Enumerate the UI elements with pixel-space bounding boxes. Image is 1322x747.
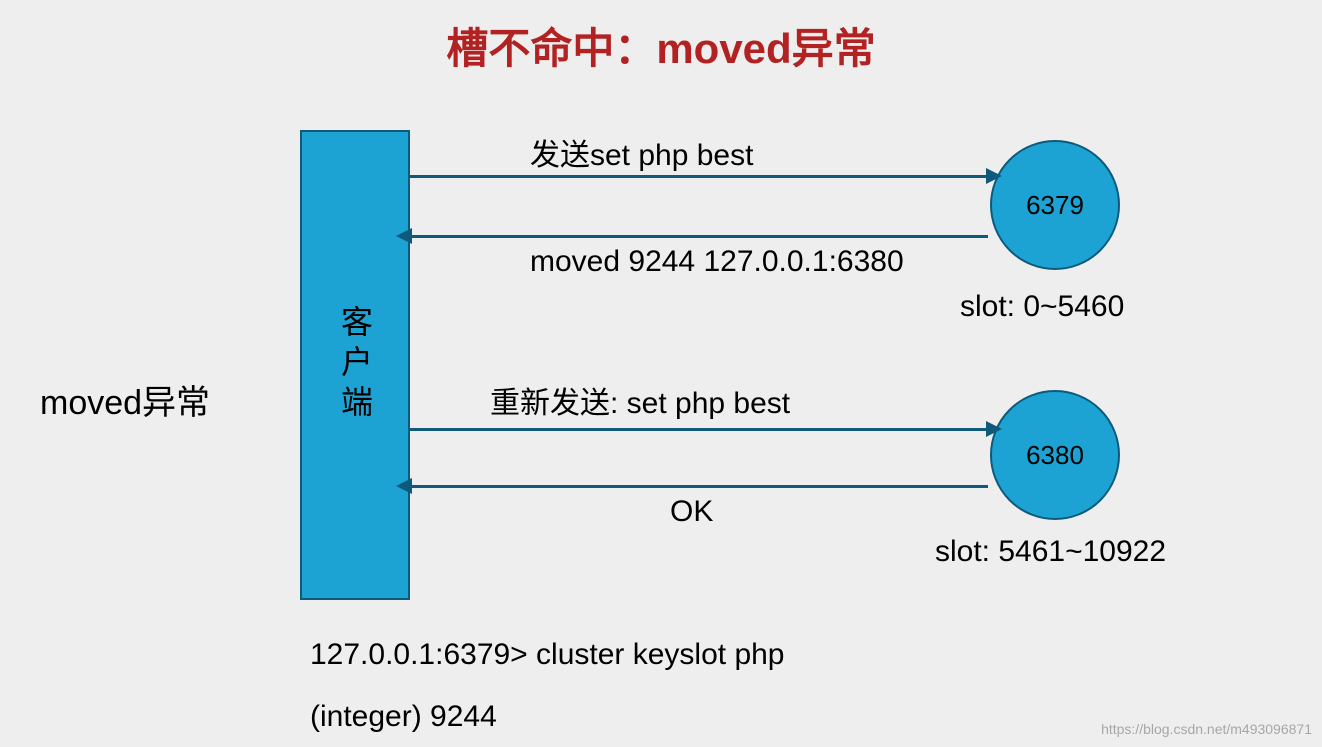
footer-line-2: (integer) 9244 [310, 700, 497, 734]
arrow-line-1 [410, 235, 988, 238]
arrow-left-icon [396, 478, 412, 494]
side-label: moved异常 [40, 375, 210, 424]
title-text: 槽不命中：moved异常 [446, 25, 875, 72]
slot-label-6380: slot: 5461~10922 [935, 535, 1166, 569]
watermark-text: https://blog.csdn.net/m493096871 [1101, 721, 1312, 737]
arrow-line-0 [410, 175, 988, 178]
arrow-label-0: 发送set php best [530, 130, 753, 174]
arrow-line-3 [410, 485, 988, 488]
watermark: https://blog.csdn.net/m493096871 [1101, 721, 1312, 737]
client-box: 客户端 [300, 130, 410, 600]
arrow-left-icon [396, 228, 412, 244]
slot-label-6379: slot: 0~5460 [960, 290, 1124, 324]
node-circle-6380: 6380 [990, 390, 1120, 520]
diagram-title: 槽不命中：moved异常 [446, 15, 875, 76]
arrow-right-icon [986, 421, 1002, 437]
footer-line-2-text: (integer) 9244 [310, 700, 497, 733]
footer-line-1-text: 127.0.0.1:6379> cluster keyslot php [310, 638, 785, 671]
client-label: 客户端 [332, 305, 378, 425]
arrow-label-3: OK [670, 495, 713, 529]
arrow-right-icon [986, 168, 1002, 184]
node-circle-6379: 6379 [990, 140, 1120, 270]
arrow-label-2: 重新发送: set php best [490, 378, 790, 422]
side-label-text: moved异常 [40, 384, 210, 422]
footer-line-1: 127.0.0.1:6379> cluster keyslot php [310, 638, 785, 672]
arrow-label-1: moved 9244 127.0.0.1:6380 [530, 245, 904, 279]
arrow-line-2 [410, 428, 988, 431]
